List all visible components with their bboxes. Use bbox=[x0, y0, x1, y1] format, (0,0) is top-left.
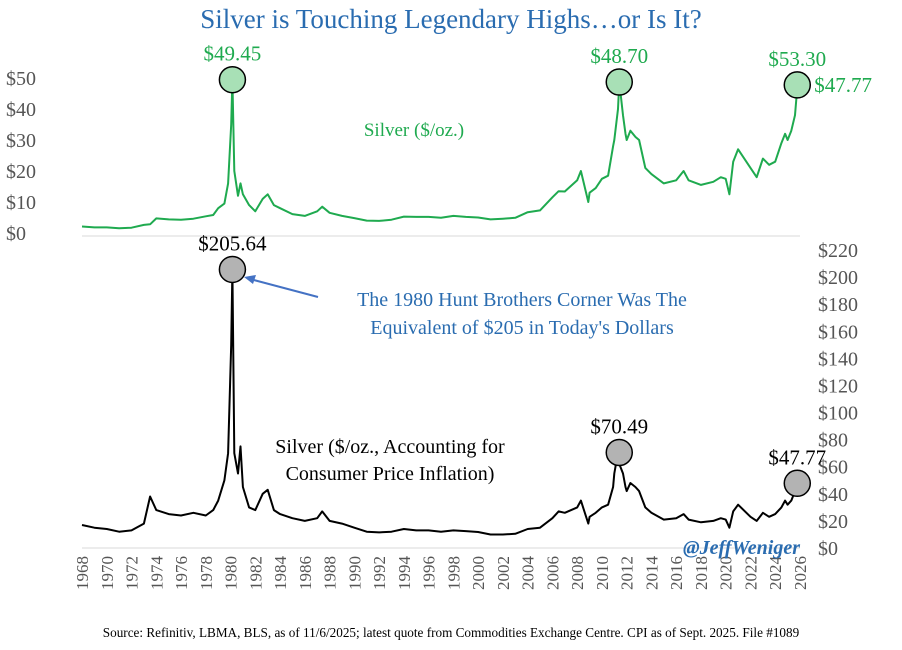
real-y-tick-label: $120 bbox=[818, 375, 858, 397]
callout-arrow-icon bbox=[249, 278, 319, 298]
x-tick-label: 2004 bbox=[519, 556, 538, 591]
x-tick-label: 2024 bbox=[766, 556, 785, 591]
nominal-series-label: Silver ($/oz.) bbox=[364, 120, 464, 141]
x-tick-label: 1994 bbox=[395, 556, 414, 591]
x-tick-label: 2008 bbox=[568, 556, 587, 590]
real-y-tick-label: $60 bbox=[818, 457, 848, 479]
nominal-peak-marker bbox=[783, 71, 812, 99]
x-tick-label: 1970 bbox=[98, 556, 117, 590]
real-y-tick-label: $80 bbox=[818, 430, 848, 452]
x-tick-label: 2014 bbox=[642, 556, 661, 591]
real-y-tick-label: $100 bbox=[818, 403, 858, 425]
x-tick-label: 1990 bbox=[345, 556, 364, 590]
nominal-y-tick-label: $10 bbox=[6, 192, 36, 214]
x-tick-label: 1998 bbox=[444, 556, 463, 590]
real-peak-label: $70.49 bbox=[590, 415, 648, 439]
x-tick-label: 1974 bbox=[147, 556, 166, 591]
author-watermark: @JeffWeniger bbox=[683, 537, 800, 559]
real-peak-label: $205.64 bbox=[198, 231, 267, 255]
x-axis-ticks: 1968 1970 1972 1974 1976 1978 1980 1982 1984 1986… bbox=[73, 556, 810, 591]
nominal-y-tick-label: $0 bbox=[6, 223, 26, 245]
nominal-latest-label: $47.77 bbox=[814, 73, 872, 97]
x-tick-label: 2020 bbox=[717, 556, 736, 590]
nominal-y-tick-label: $40 bbox=[6, 99, 36, 121]
x-tick-label: 1996 bbox=[420, 556, 439, 590]
x-tick-label: 1988 bbox=[321, 556, 340, 590]
x-tick-label: 1982 bbox=[246, 556, 265, 590]
real-y-tick-label: $40 bbox=[818, 484, 848, 506]
x-tick-label: 1978 bbox=[197, 556, 216, 590]
source-note: Source: Refinitiv, LBMA, BLS, as of 11/6… bbox=[103, 625, 800, 640]
x-tick-label: 2010 bbox=[593, 556, 612, 590]
nominal-y-tick-label: $30 bbox=[6, 130, 36, 152]
nominal-peak-label: $49.45 bbox=[204, 42, 262, 66]
x-tick-label: 1972 bbox=[123, 556, 142, 590]
nominal-series-line bbox=[81, 78, 800, 230]
x-tick-label: 2000 bbox=[469, 556, 488, 590]
nominal-peak-label: $48.70 bbox=[590, 44, 648, 68]
real-peak-marker bbox=[605, 438, 634, 467]
x-tick-label: 1968 bbox=[73, 556, 92, 590]
x-tick-label: 1984 bbox=[271, 556, 290, 591]
real-series-line bbox=[81, 268, 800, 536]
x-tick-label: 2018 bbox=[692, 556, 711, 590]
real-peak-marker bbox=[218, 255, 247, 284]
nominal-peak-label: $53.30 bbox=[768, 47, 826, 71]
x-tick-label: 2026 bbox=[791, 556, 810, 590]
x-tick-label: 1986 bbox=[296, 556, 315, 590]
real-y-tick-label: $160 bbox=[818, 321, 858, 343]
hunt-brothers-callout-line-2: Equivalent of $205 in Today's Dollars bbox=[370, 317, 674, 339]
chart-title: Silver is Touching Legendary Highs…or Is… bbox=[200, 4, 702, 34]
real-y-tick-label: $220 bbox=[818, 240, 858, 262]
callout-arrowhead-icon bbox=[244, 275, 256, 284]
real-peak-marker bbox=[783, 469, 812, 498]
real-peak-label: $47.77 bbox=[768, 445, 826, 469]
x-tick-label: 2022 bbox=[741, 556, 760, 590]
real-y-tick-label: $20 bbox=[818, 511, 848, 533]
x-tick-label: 2002 bbox=[494, 556, 513, 590]
real-y-tick-label: $0 bbox=[818, 538, 838, 560]
nominal-peak-marker bbox=[605, 68, 634, 96]
real-y-tick-label: $180 bbox=[818, 294, 858, 316]
real-series-label-line-2: Consumer Price Inflation) bbox=[286, 463, 495, 485]
x-tick-label: 1980 bbox=[222, 556, 241, 590]
x-tick-label: 1992 bbox=[370, 556, 389, 590]
x-tick-label: 2016 bbox=[667, 556, 686, 590]
nominal-y-axis: $0 $10 $20 $30 $40 $50 bbox=[6, 68, 36, 245]
x-tick-label: 2012 bbox=[618, 556, 637, 590]
nominal-peak-marker bbox=[218, 65, 247, 94]
peak-markers: $49.45 $48.70 $53.30$47.77$205.64$70.49$47… bbox=[198, 42, 872, 498]
x-tick-label: 2006 bbox=[543, 556, 562, 590]
hunt-brothers-callout-line-1: The 1980 Hunt Brothers Corner Was The bbox=[357, 289, 687, 311]
nominal-y-tick-label: $50 bbox=[6, 68, 36, 90]
real-y-axis: $0 $20 $40 $60 $80 $100 $120 $140 $160 $180 $200 $2… bbox=[818, 240, 858, 560]
real-y-tick-label: $140 bbox=[818, 348, 858, 370]
nominal-y-tick-label: $20 bbox=[6, 161, 36, 183]
real-y-tick-label: $200 bbox=[818, 267, 858, 289]
real-series-label-line-1: Silver ($/oz., Accounting for bbox=[275, 436, 505, 458]
x-tick-label: 1976 bbox=[172, 556, 191, 590]
